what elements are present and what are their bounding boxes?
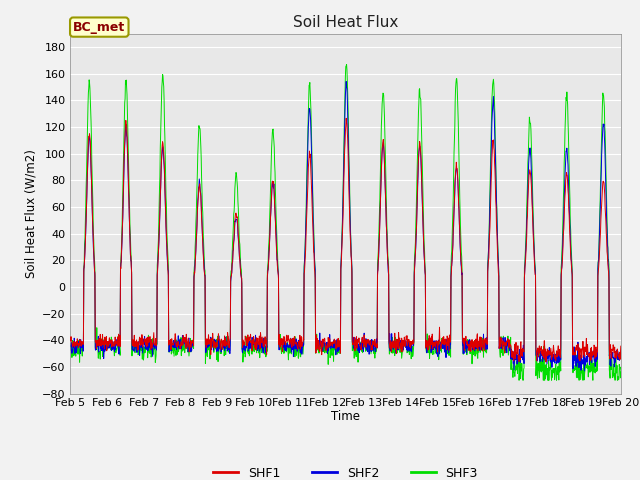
SHF1 <box>431 345 439 350</box>
SHF2 <box>617 354 625 360</box>
SHF3 <box>175 343 183 348</box>
Legend: SHF1, SHF2, SHF3: SHF1, SHF2, SHF3 <box>208 462 483 480</box>
SHF2 <box>342 79 350 84</box>
SHF2 <box>431 340 439 346</box>
Line: SHF3: SHF3 <box>70 64 621 380</box>
SHF1 <box>617 343 625 349</box>
SHF3 <box>431 343 439 349</box>
X-axis label: Time: Time <box>331 410 360 423</box>
SHF3 <box>504 343 511 349</box>
SHF2 <box>175 346 183 352</box>
SHF1 <box>342 115 350 121</box>
SHF2 <box>67 343 74 349</box>
Line: SHF1: SHF1 <box>70 118 621 362</box>
SHF2 <box>189 337 196 343</box>
SHF3 <box>515 377 523 383</box>
SHF2 <box>580 368 588 374</box>
Y-axis label: Soil Heat Flux (W/m2): Soil Heat Flux (W/m2) <box>25 149 38 278</box>
SHF1 <box>189 337 196 343</box>
SHF3 <box>617 369 625 375</box>
SHF3 <box>250 349 258 355</box>
Title: Soil Heat Flux: Soil Heat Flux <box>293 15 398 30</box>
SHF3 <box>552 373 560 379</box>
SHF1 <box>504 339 511 345</box>
SHF1 <box>250 345 258 351</box>
SHF1 <box>175 342 183 348</box>
SHF3 <box>189 344 196 350</box>
SHF1 <box>542 359 550 365</box>
SHF2 <box>504 337 511 343</box>
Line: SHF2: SHF2 <box>70 82 621 371</box>
SHF1 <box>552 353 560 359</box>
SHF2 <box>552 351 559 357</box>
SHF3 <box>342 61 350 67</box>
SHF3 <box>67 342 74 348</box>
Text: BC_met: BC_met <box>73 21 125 34</box>
SHF2 <box>250 341 258 347</box>
SHF1 <box>67 338 74 344</box>
